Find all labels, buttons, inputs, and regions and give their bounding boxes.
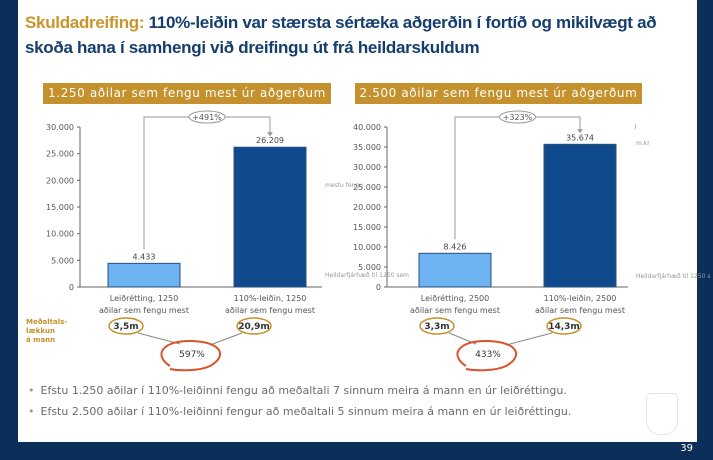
avg-label-line: Meðaltals- — [26, 318, 68, 326]
category-label: aðilar sem fengu mest — [99, 306, 189, 315]
bar — [418, 252, 492, 288]
stray-label: ) — [634, 124, 637, 131]
bar-value-label: 35.674 — [566, 133, 594, 142]
y-tick-label: 5.000 — [358, 263, 381, 272]
title-text: 110%-leiðin var stærsta sértæka aðgerðin… — [25, 13, 657, 57]
per-person-value: 14,3m — [548, 322, 580, 332]
category-label: aðilar sem fengu mest — [535, 306, 625, 315]
per-person-ellipse — [236, 317, 272, 335]
y-tick-label: 25.000 — [46, 150, 74, 159]
bullet-text: Efstu 2.500 aðilar í 110%-leiðinni fengu… — [40, 405, 572, 418]
connector-line — [209, 332, 243, 346]
y-tick-label: 15.000 — [353, 223, 381, 232]
arrow-head-icon — [577, 129, 583, 134]
avg-reduction-label: Meðaltals- lækkun á mann — [26, 318, 67, 345]
stray-label: Heildarfjárhæð til 1250 sem — [325, 272, 410, 279]
arrow-head-icon — [267, 132, 273, 137]
per-person-ellipse — [108, 317, 144, 335]
slide-title: Skuldadreifing: 110%-leiðin var stærsta … — [25, 10, 665, 60]
chart2-banner: 2.500 aðilar sem fengu mest úr aðgerðum — [355, 83, 642, 104]
bullet-item: • Efstu 1.250 aðilar í 110%-leiðinni feng… — [28, 384, 571, 405]
per-person-value: 3,5m — [113, 322, 138, 332]
avg-label-line: lækkun — [26, 327, 56, 335]
category-label: Leiðrétting, 1250 — [110, 293, 178, 303]
bar-value-label: 26.209 — [256, 136, 284, 145]
bar-value-label: 8.426 — [444, 242, 467, 251]
ratio-value: 597% — [179, 350, 205, 360]
bar — [107, 262, 181, 288]
category-label: aðilar sem fengu mest — [410, 306, 500, 315]
per-person-value: 3,3m — [424, 322, 449, 332]
category-label: 110%-leiðin, 2500 — [544, 294, 617, 303]
bullet-dot: • — [28, 384, 35, 397]
increase-ellipse — [188, 110, 226, 124]
y-tick-label: 5.000 — [51, 256, 74, 265]
stray-label: m.kr — [636, 140, 650, 147]
stray-label: mestu fengu — [325, 182, 363, 189]
bar — [233, 146, 307, 288]
per-person-value: 20,9m — [238, 322, 270, 332]
y-tick-label: 0 — [69, 283, 74, 292]
bullet-item: • Efstu 2.500 aðilar í 110%-leiðinni feng… — [28, 405, 571, 426]
bullet-text: Efstu 1.250 aðilar í 110%-leiðinni fengu… — [40, 384, 567, 397]
connector-line — [505, 332, 553, 346]
y-tick-label: 0 — [376, 283, 381, 292]
increase-label: +323% — [503, 113, 533, 122]
avg-label-line: á mann — [26, 336, 56, 344]
y-tick-label: 30.000 — [353, 163, 381, 172]
bar-value-label: 4.433 — [133, 252, 156, 261]
y-tick-label: 40.000 — [353, 123, 381, 132]
increase-ellipse — [499, 110, 536, 124]
bullet-list: • Efstu 1.250 aðilar í 110%-leiðinni feng… — [28, 384, 571, 426]
category-label: aðilar sem fengu mest — [225, 306, 315, 315]
per-person-ellipse — [419, 317, 455, 335]
chart1-banner: 1.250 aðilar sem fengu mest úr aðgerðum — [43, 83, 331, 104]
bar — [543, 143, 617, 288]
title-accent: Skuldadreifing: — [25, 13, 145, 32]
y-tick-label: 15.000 — [46, 203, 74, 212]
page-number: 39 — [680, 443, 693, 454]
ratio-value: 433% — [475, 350, 501, 360]
y-tick-label: 25.000 — [353, 183, 381, 192]
y-tick-label: 10.000 — [353, 243, 381, 252]
y-tick-label: 20.000 — [353, 203, 381, 212]
coat-of-arms-logo — [646, 393, 678, 435]
category-label: Leiðrétting, 2500 — [421, 293, 489, 303]
stray-label: Heildarfjárhæð til 1250 s — [636, 273, 711, 280]
y-tick-label: 20.000 — [46, 176, 74, 185]
ratio-ring — [456, 339, 517, 372]
bullet-dot: • — [28, 405, 35, 418]
category-label: 110%-leiðin, 1250 — [234, 294, 307, 303]
increase-label: +491% — [192, 113, 222, 122]
y-tick-label: 30.000 — [46, 123, 74, 132]
ratio-ring — [160, 339, 221, 372]
per-person-ellipse — [546, 317, 582, 335]
y-tick-label: 10.000 — [46, 230, 74, 239]
y-tick-label: 35.000 — [353, 143, 381, 152]
